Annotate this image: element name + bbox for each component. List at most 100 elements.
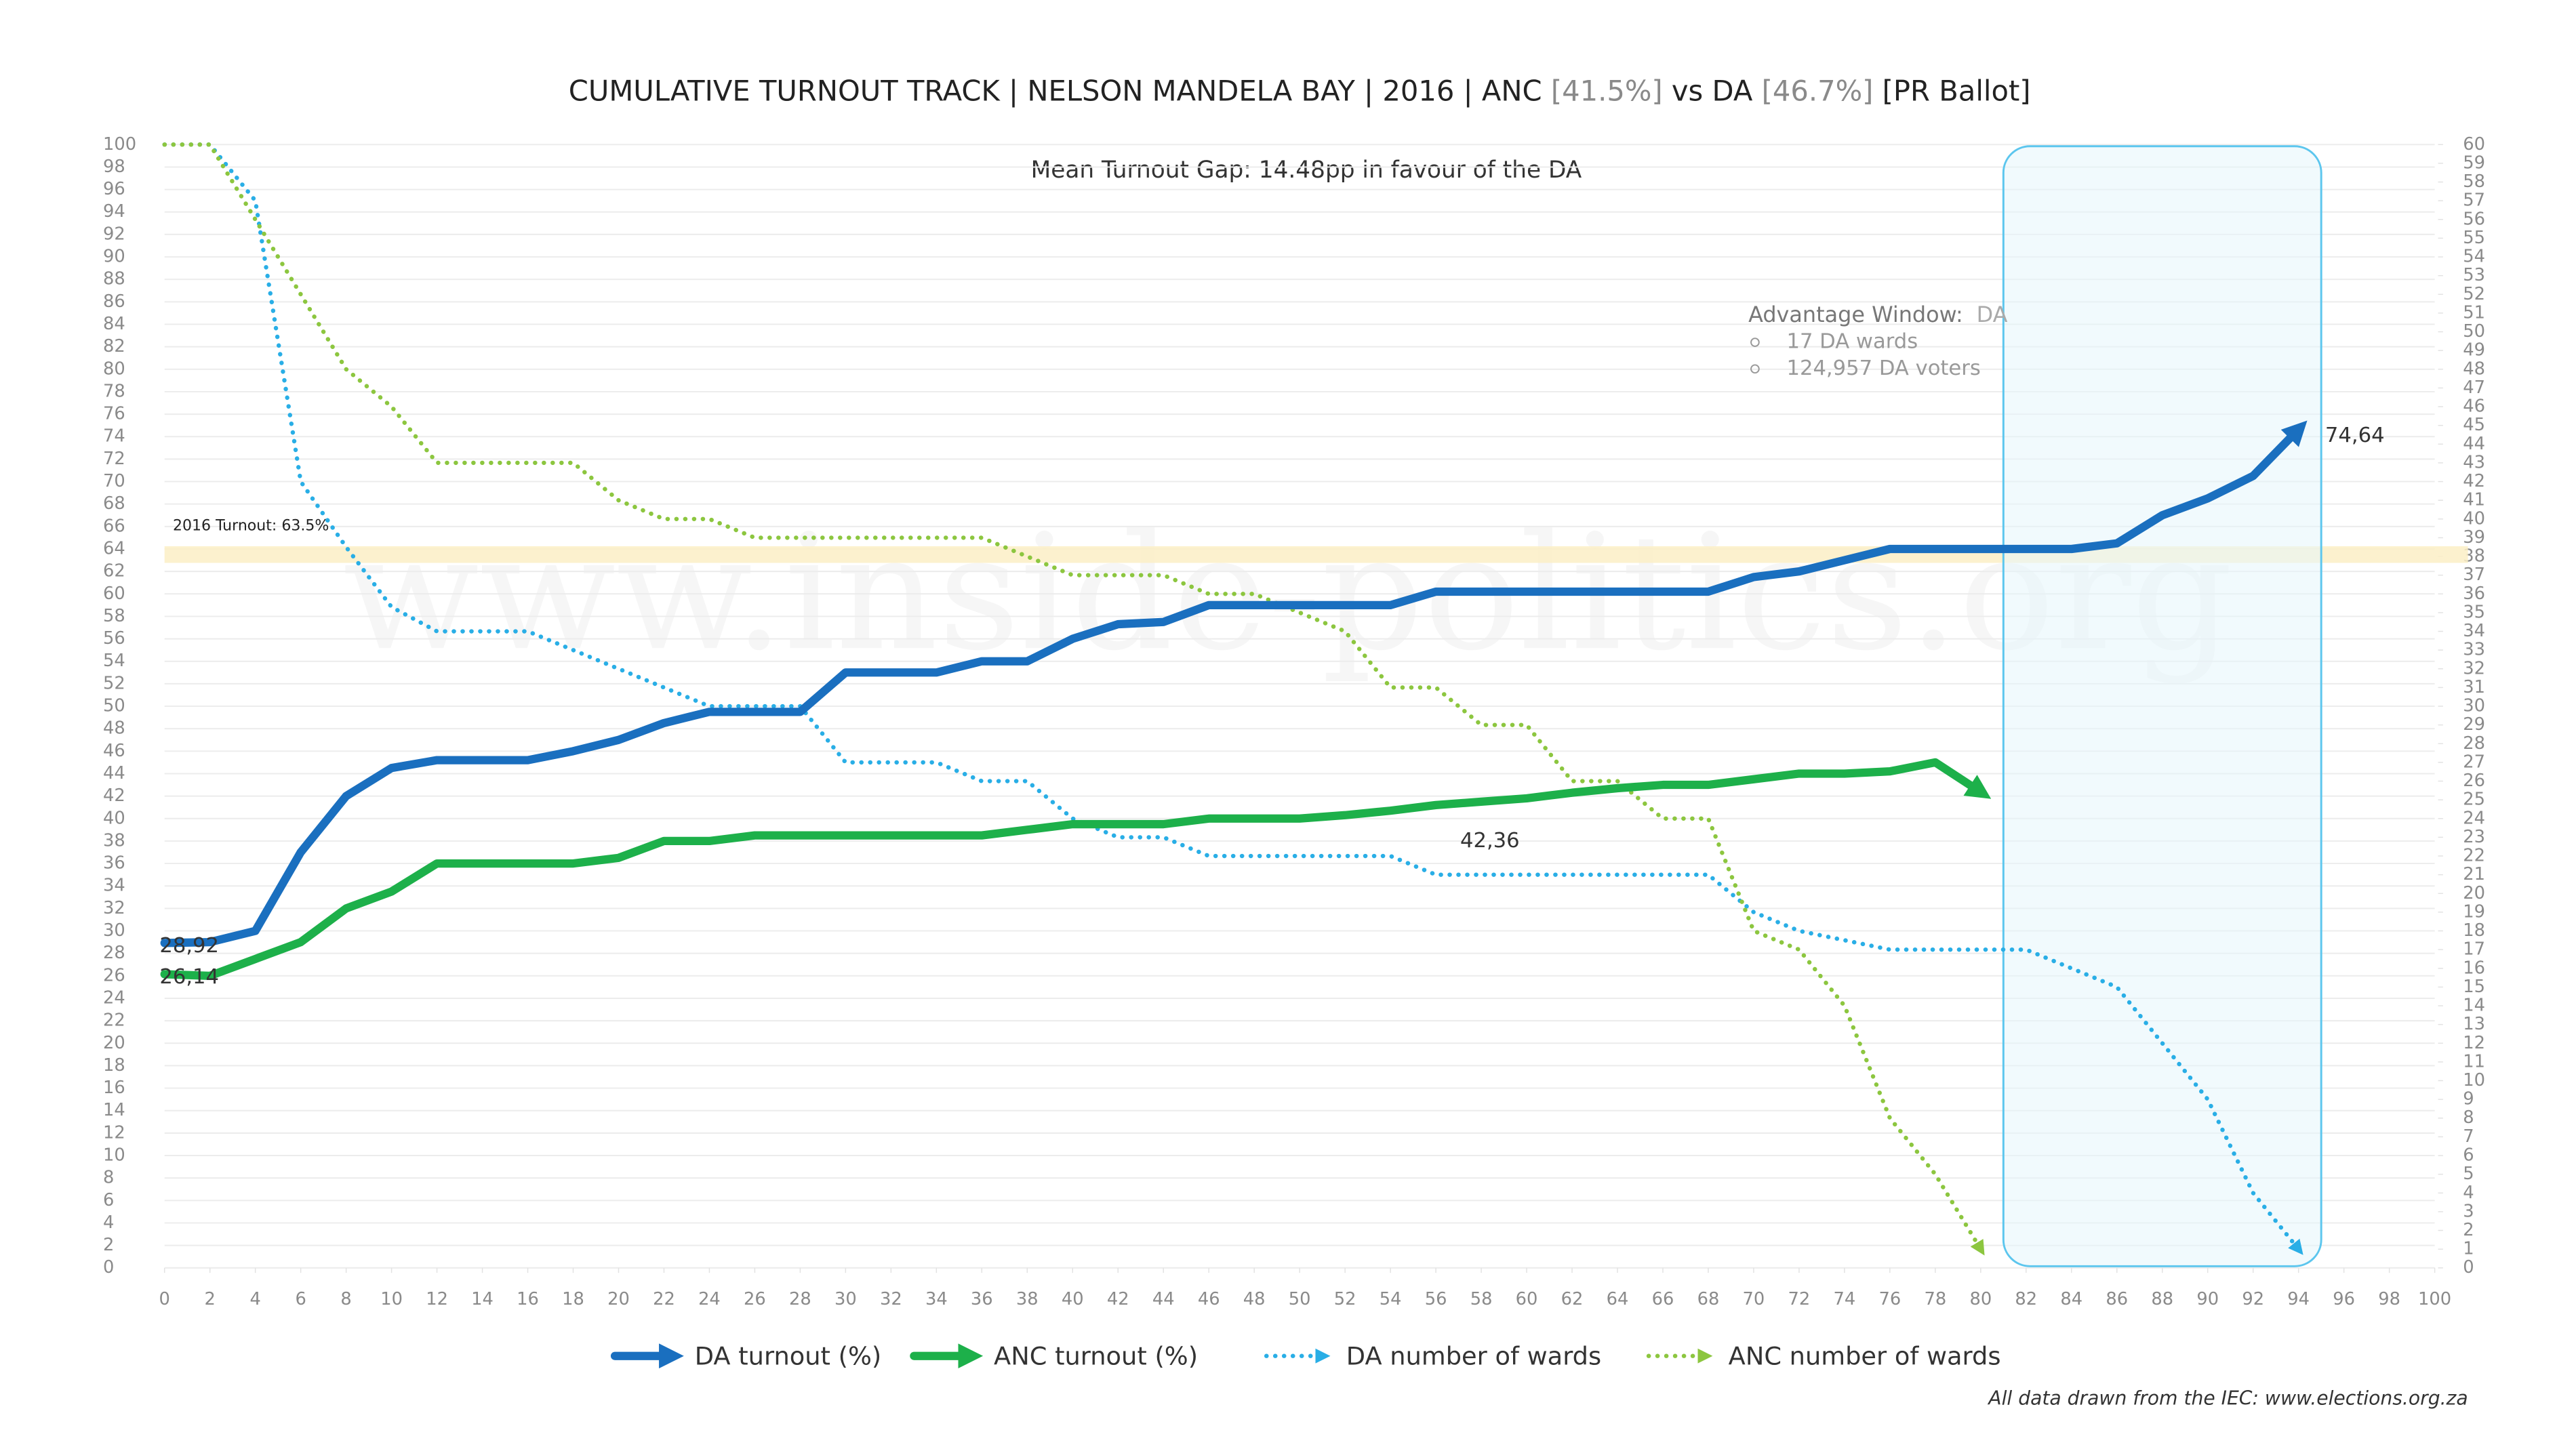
x-tick-label: 18 (562, 1289, 584, 1309)
y2-tick-label: 11 (2463, 1051, 2485, 1072)
x-tick-label: 76 (1879, 1289, 1901, 1309)
legend-label: DA turnout (%) (695, 1342, 882, 1371)
x-tick-label: 72 (1788, 1289, 1811, 1309)
y2-tick-label: 58 (2463, 171, 2485, 192)
reference-label: 2016 Turnout: 63.5% (173, 518, 329, 535)
x-tick-label: 10 (380, 1289, 403, 1309)
y2-tick-label: 55 (2463, 228, 2485, 248)
x-tick-label: 4 (249, 1289, 260, 1309)
y-tick-label: 32 (103, 898, 125, 918)
y2-tick-label: 59 (2463, 152, 2485, 173)
title-part: [46.7%] (1762, 74, 1874, 107)
y2-tick-label: 3 (2463, 1201, 2474, 1221)
y2-tick-label: 46 (2463, 396, 2485, 417)
series-line (162, 142, 1985, 1256)
y-tick-label: 20 (103, 1033, 125, 1053)
x-tick-label: 30 (834, 1289, 857, 1309)
series-line (160, 758, 1992, 980)
y2-tick-label: 43 (2463, 452, 2485, 472)
y-tick-label: 58 (103, 606, 125, 626)
y2-tick-label: 39 (2463, 527, 2485, 548)
y2-tick-label: 35 (2463, 602, 2485, 622)
data-label: 26,14 (159, 965, 219, 989)
x-tick-label: 6 (295, 1289, 306, 1309)
bullet (1750, 338, 1760, 347)
y2-tick-label: 1 (2463, 1239, 2474, 1259)
x-tick-label: 84 (2060, 1289, 2082, 1309)
y2-tick-label: 40 (2463, 508, 2485, 529)
y2-tick-label: 24 (2463, 808, 2485, 828)
title-part: CUMULATIVE TURNOUT TRACK | NELSON MANDEL… (569, 74, 1551, 107)
x-tick-label: 56 (1425, 1289, 1447, 1309)
x-tick-label: 42 (1107, 1289, 1129, 1309)
y2-tick-label: 22 (2463, 846, 2485, 866)
y-tick-label: 16 (103, 1078, 125, 1098)
y2-tick-label: 15 (2463, 977, 2485, 997)
y-tick-label: 98 (103, 157, 125, 177)
y-tick-label: 50 (103, 696, 125, 716)
data-label: 74,64 (2325, 424, 2385, 447)
y-tick-label: 2 (103, 1235, 114, 1255)
x-tick-label: 20 (607, 1289, 630, 1309)
y2-tick-label: 10 (2463, 1070, 2485, 1090)
y-tick-label: 94 (103, 201, 125, 222)
y-tick-label: 40 (103, 808, 125, 828)
y2-tick-label: 45 (2463, 415, 2485, 435)
y-tick-label: 38 (103, 830, 125, 851)
x-tick-label: 90 (2196, 1289, 2219, 1309)
x-tick-label: 62 (1561, 1289, 1584, 1309)
x-tick-label: 60 (1516, 1289, 1538, 1309)
y2-tick-label: 31 (2463, 677, 2485, 697)
y-tick-label: 82 (103, 336, 125, 356)
y-tick-label: 36 (103, 853, 125, 874)
y-tick-label: 60 (103, 584, 125, 604)
x-tick-label: 98 (2378, 1289, 2400, 1309)
x-tick-label: 14 (471, 1289, 494, 1309)
bullet (1750, 364, 1760, 374)
y2-tick-label: 5 (2463, 1164, 2474, 1184)
y2-tick-label: 60 (2463, 134, 2485, 155)
y2-tick-label: 28 (2463, 733, 2485, 754)
y-tick-label: 76 (103, 404, 125, 424)
y2-tick-label: 17 (2463, 939, 2485, 960)
y-tick-label: 10 (103, 1145, 125, 1166)
x-tick-label: 88 (2151, 1289, 2173, 1309)
x-tick-label: 54 (1380, 1289, 1402, 1309)
y2-tick-label: 21 (2463, 864, 2485, 884)
x-tick-label: 2 (205, 1289, 216, 1309)
x-tick-label: 40 (1062, 1289, 1084, 1309)
y2-tick-label: 34 (2463, 621, 2485, 641)
x-tick-label: 48 (1243, 1289, 1266, 1309)
y2-tick-label: 53 (2463, 265, 2485, 285)
y-tick-label: 28 (103, 943, 125, 963)
advantage-window (2002, 145, 2322, 1267)
x-tick-label: 38 (1016, 1289, 1039, 1309)
y-tick-label: 70 (103, 471, 125, 491)
x-tick-label: 22 (653, 1289, 675, 1309)
y-tick-label: 52 (103, 673, 125, 693)
y-tick-label: 30 (103, 920, 125, 941)
legend-label: ANC turnout (%) (994, 1342, 1198, 1371)
series-line (162, 142, 2303, 1255)
window-item: 124,957 DA voters (1786, 356, 1980, 380)
x-tick-label: 58 (1470, 1289, 1493, 1309)
y-tick-label: 100 (103, 134, 136, 155)
y2-tick-label: 56 (2463, 209, 2485, 229)
data-label: 28,92 (159, 934, 219, 958)
y2-tick-label: 49 (2463, 340, 2485, 361)
title-part: [PR Ballot] (1873, 74, 2030, 107)
y2-tick-label: 52 (2463, 284, 2485, 304)
y-tick-label: 42 (103, 785, 125, 806)
x-tick-label: 44 (1152, 1289, 1175, 1309)
y-tick-label: 96 (103, 179, 125, 199)
y-tick-label: 74 (103, 426, 125, 447)
y-tick-label: 24 (103, 987, 125, 1008)
y2-tick-label: 4 (2463, 1183, 2474, 1203)
y2-tick-label: 50 (2463, 321, 2485, 342)
y2-tick-label: 57 (2463, 190, 2485, 211)
y-tick-label: 92 (103, 224, 125, 244)
y2-tick-label: 36 (2463, 584, 2485, 604)
y-tick-label: 12 (103, 1122, 125, 1143)
window-title: Advantage Window: DA (1748, 302, 2007, 327)
y-tick-label: 44 (103, 763, 125, 783)
